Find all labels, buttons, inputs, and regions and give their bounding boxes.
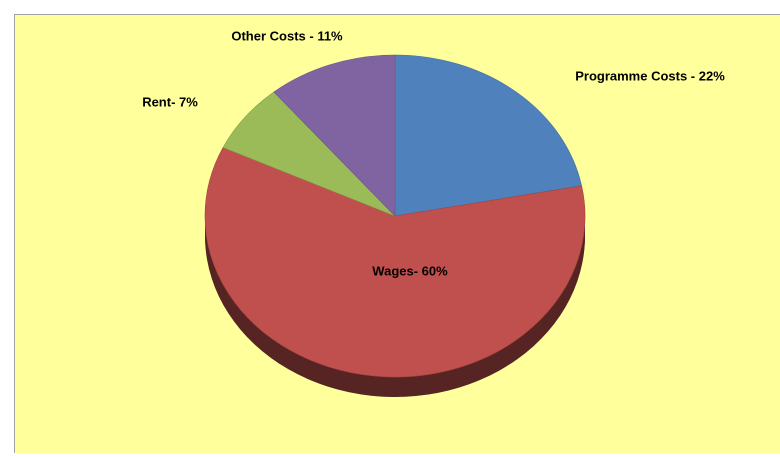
data-label: Wages- 60%: [372, 263, 448, 278]
data-label: Programme Costs - 22%: [575, 68, 725, 83]
data-label: Other Costs - 11%: [231, 28, 343, 43]
data-label: Rent- 7%: [142, 94, 198, 109]
